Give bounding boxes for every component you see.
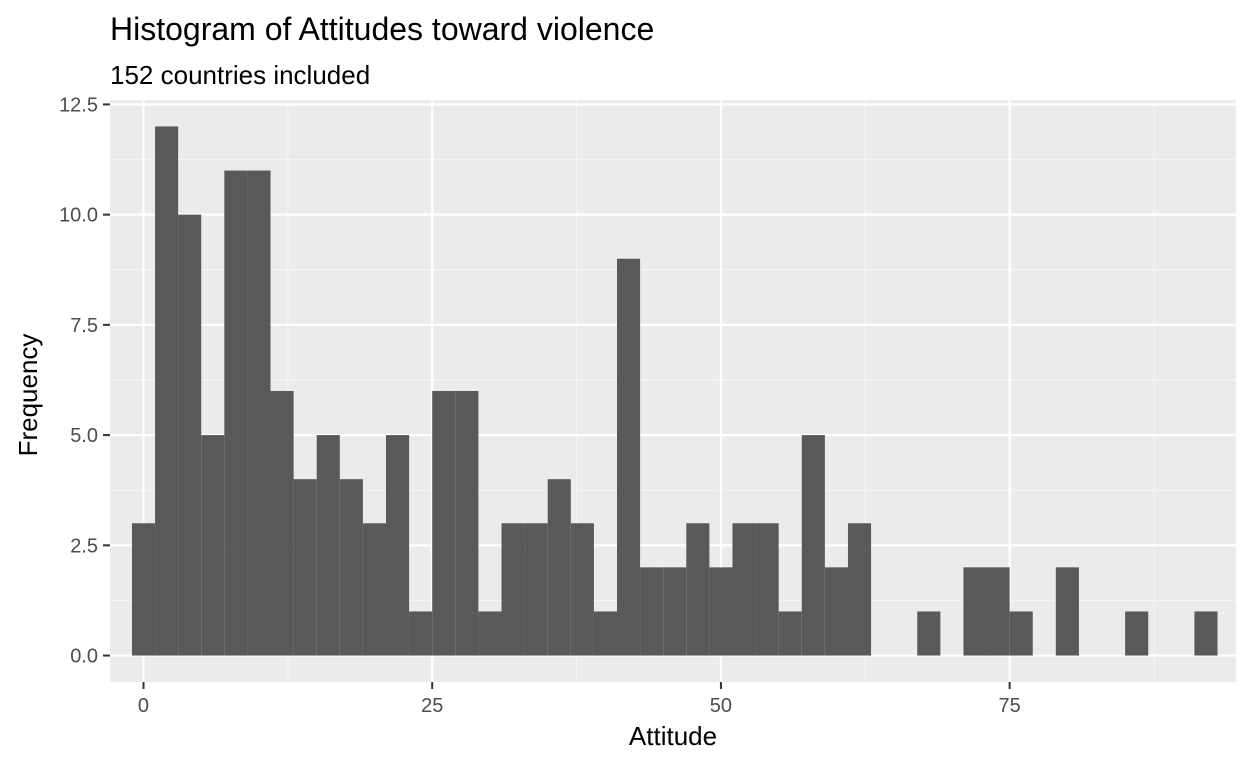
histogram-bar (663, 567, 687, 656)
histogram-bar (247, 170, 271, 656)
histogram-bar (1125, 611, 1149, 656)
x-tick-label: 50 (710, 695, 732, 717)
x-tick-label: 0 (138, 695, 149, 717)
x-axis-title: Attitude (629, 721, 717, 751)
chart-subtitle: 152 countries included (110, 60, 370, 90)
y-tick-label: 0.0 (70, 646, 98, 668)
histogram-bar (409, 611, 433, 656)
histogram-bar (155, 126, 179, 656)
histogram-bar (339, 479, 363, 656)
histogram-bar (801, 435, 825, 656)
histogram-bar (847, 523, 872, 656)
histogram-bar (686, 523, 710, 656)
histogram-bar (778, 611, 802, 656)
histogram-bar (616, 258, 641, 656)
histogram-bar (986, 567, 1010, 656)
histogram-bar (455, 391, 479, 656)
histogram-bars (131, 126, 1218, 656)
histogram-bar (478, 611, 502, 656)
histogram-bar (547, 479, 571, 656)
histogram-bar (1009, 611, 1033, 656)
histogram-bar (709, 567, 733, 656)
histogram-bar (293, 479, 317, 656)
y-axis: 0.0 2.5 5.0 7.5 10.0 12.5 (59, 94, 110, 668)
histogram-bar (524, 523, 548, 656)
histogram-bar (963, 567, 987, 656)
y-tick-label: 7.5 (70, 315, 98, 337)
histogram-bar (593, 611, 617, 656)
y-tick-label: 2.5 (70, 535, 98, 557)
histogram-bar (917, 611, 941, 656)
histogram-bar (1055, 567, 1079, 656)
histogram-bar (362, 523, 387, 656)
histogram-bar (755, 523, 779, 656)
y-tick-label: 5.0 (70, 425, 98, 447)
y-tick-label: 10.0 (59, 205, 98, 227)
histogram-bar (501, 523, 525, 656)
x-axis: 0 25 50 75 (138, 682, 1021, 717)
chart-title: Histogram of Attitudes toward violence (110, 11, 654, 47)
histogram-bar (201, 435, 225, 656)
histogram-bar (178, 214, 202, 656)
x-tick-label: 75 (999, 695, 1021, 717)
y-tick-label: 12.5 (59, 94, 98, 116)
histogram-bar (824, 567, 848, 656)
histogram-bar (224, 170, 248, 656)
histogram-bar (386, 435, 410, 656)
histogram-bar (270, 391, 294, 656)
histogram-bar (570, 523, 594, 656)
histogram-bar (640, 567, 664, 656)
x-tick-label: 25 (421, 695, 443, 717)
histogram-bar (131, 523, 156, 656)
histogram-bar (316, 435, 340, 656)
minor-gridlines (110, 100, 1236, 682)
histogram-bar (732, 523, 756, 656)
y-axis-title: Frequency (13, 334, 43, 457)
histogram-bar (1194, 611, 1218, 656)
histogram-bar (432, 391, 456, 656)
